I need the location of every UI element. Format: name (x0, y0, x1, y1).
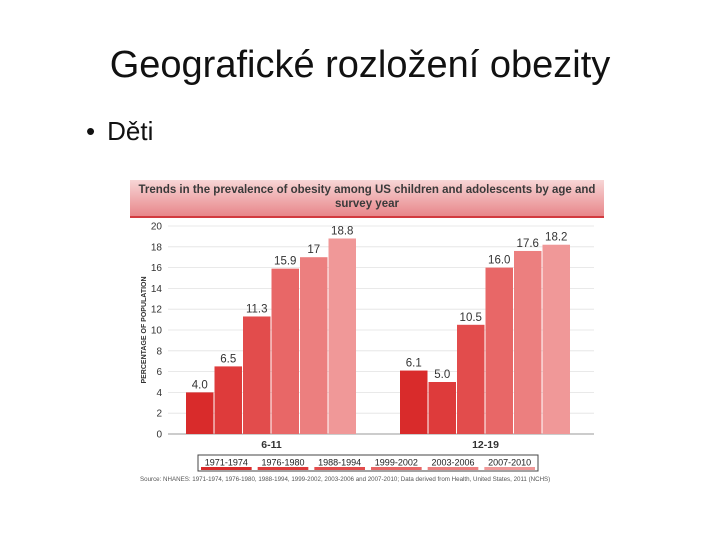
data-label: 17 (307, 244, 320, 256)
bar (485, 267, 513, 434)
data-label: 6.1 (406, 358, 422, 370)
bar (243, 316, 271, 434)
data-label: 16.0 (488, 255, 510, 267)
y-tick-label: 14 (151, 284, 163, 295)
data-label: 17.6 (517, 238, 539, 250)
bar (542, 244, 570, 434)
legend-swatch (427, 467, 479, 470)
chart-title-banner: Trends in the prevalence of obesity amon… (130, 180, 604, 218)
data-label: 11.3 (246, 303, 268, 315)
bullet-dot: • (86, 116, 96, 146)
y-tick-label: 4 (156, 388, 162, 399)
bar (328, 238, 356, 434)
data-label: 10.5 (460, 312, 482, 324)
chart-svg: 0 2 4 6 8 10 12 14 16 18 20 PERCENTAGE OF POPULATIO… (141, 222, 594, 472)
bar (400, 370, 428, 434)
legend-swatch (371, 467, 422, 470)
bullet-item: • Děti (86, 116, 153, 147)
legend-label: 2003-2006 (431, 458, 474, 468)
bar (457, 324, 485, 434)
bar (300, 257, 328, 434)
group-label: 6-11 (261, 439, 282, 451)
legend-swatch (314, 467, 365, 470)
bullet-text: Děti (107, 116, 154, 146)
bar (428, 382, 456, 434)
bar (514, 250, 542, 434)
legend-label: 1988-1994 (318, 458, 361, 468)
legend-label: 1971-1974 (205, 458, 248, 468)
obesity-chart: Trends in the prevalence of obesity amon… (130, 180, 604, 490)
legend-label: 1999-2002 (375, 458, 418, 468)
slide-title: Geografické rozložení obezity (109, 44, 611, 86)
y-tick-label: 6 (156, 367, 162, 378)
group-label: 12-19 (472, 439, 499, 451)
y-tick-label: 0 (156, 430, 162, 441)
y-tick-label: 18 (151, 242, 163, 253)
chart-source: Source: NHANES: 1971-1974, 1976-1980, 19… (140, 476, 551, 483)
legend-label: 2007-2010 (488, 458, 531, 468)
y-axis-label: PERCENTAGE OF POPULATION (141, 276, 148, 383)
data-label: 6.5 (220, 353, 236, 365)
legend-label: 1976-1980 (261, 458, 304, 468)
data-label: 18.2 (545, 232, 567, 244)
bar (186, 392, 214, 434)
legend-swatch (484, 467, 535, 470)
y-tick-label: 10 (151, 326, 163, 337)
y-tick-label: 16 (151, 263, 163, 274)
data-label: 18.8 (331, 225, 353, 237)
data-label: 4.0 (192, 379, 208, 391)
data-label: 5.0 (434, 369, 450, 381)
y-tick-label: 2 (156, 409, 162, 420)
data-label: 15.9 (274, 256, 296, 268)
bar (271, 268, 299, 434)
y-tick-label: 8 (156, 346, 162, 357)
bar (214, 366, 242, 434)
y-tick-label: 12 (151, 305, 163, 316)
legend-swatch (257, 467, 309, 470)
y-tick-label: 20 (151, 222, 163, 233)
legend-swatch (201, 467, 252, 470)
chart-title: Trends in the prevalence of obesity amon… (138, 184, 596, 210)
